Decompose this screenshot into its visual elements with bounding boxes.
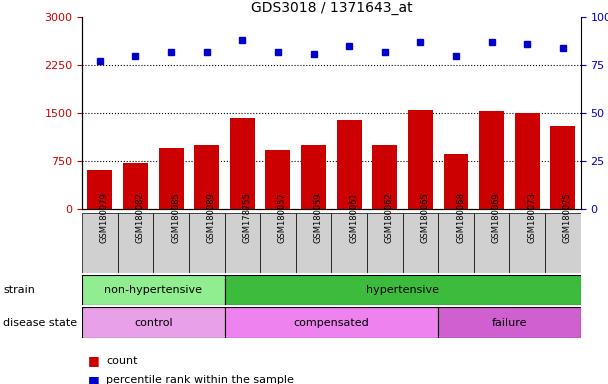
Bar (438, 307, 581, 338)
Bar (230, 118, 255, 209)
Bar (82, 275, 224, 305)
Bar (510, 213, 545, 273)
Text: GSM180089: GSM180089 (207, 192, 216, 243)
Text: GSM180057: GSM180057 (278, 192, 287, 243)
Bar (224, 213, 260, 273)
Bar (337, 120, 362, 209)
Text: strain: strain (3, 285, 35, 295)
Text: GSM180075: GSM180075 (563, 192, 572, 243)
Text: GSM180059: GSM180059 (314, 192, 323, 243)
Title: GDS3018 / 1371643_at: GDS3018 / 1371643_at (250, 1, 412, 15)
Bar (82, 307, 224, 338)
Text: count: count (106, 356, 138, 366)
Text: percentile rank within the sample: percentile rank within the sample (106, 375, 294, 384)
Bar (474, 213, 510, 273)
Text: hypertensive: hypertensive (366, 285, 439, 295)
Text: non-hypertensive: non-hypertensive (105, 285, 202, 295)
Bar (408, 110, 433, 209)
Bar (266, 150, 291, 209)
Bar (438, 213, 474, 273)
Text: GSM180073: GSM180073 (527, 192, 536, 243)
Bar (88, 170, 112, 209)
Bar (194, 145, 219, 209)
Bar (372, 145, 397, 209)
Text: GSM180085: GSM180085 (171, 192, 180, 243)
Text: GSM180061: GSM180061 (349, 192, 358, 243)
Bar (118, 213, 153, 273)
Bar (123, 162, 148, 209)
Text: GSM180062: GSM180062 (385, 192, 394, 243)
Bar (479, 111, 504, 209)
Bar (295, 213, 331, 273)
Bar (82, 213, 118, 273)
Text: compensated: compensated (294, 318, 369, 328)
Text: failure: failure (492, 318, 527, 328)
Text: GSM180069: GSM180069 (492, 192, 500, 243)
Text: GSM180068: GSM180068 (456, 192, 465, 243)
Bar (153, 213, 189, 273)
Bar (159, 149, 184, 209)
Bar (260, 213, 295, 273)
Bar (545, 213, 581, 273)
Text: GSM180082: GSM180082 (136, 192, 145, 243)
Bar (224, 275, 581, 305)
Bar (402, 213, 438, 273)
Bar (515, 113, 540, 209)
Text: GSM180065: GSM180065 (420, 192, 429, 243)
Text: ■: ■ (88, 354, 100, 367)
Text: ■: ■ (88, 374, 100, 384)
Bar (550, 126, 575, 209)
Bar (443, 154, 468, 209)
Text: disease state: disease state (3, 318, 77, 328)
Text: GSM178755: GSM178755 (243, 192, 251, 243)
Bar (301, 145, 326, 209)
Bar (331, 213, 367, 273)
Bar (224, 307, 438, 338)
Bar (367, 213, 402, 273)
Text: GSM180079: GSM180079 (100, 192, 109, 243)
Bar (189, 213, 224, 273)
Text: control: control (134, 318, 173, 328)
